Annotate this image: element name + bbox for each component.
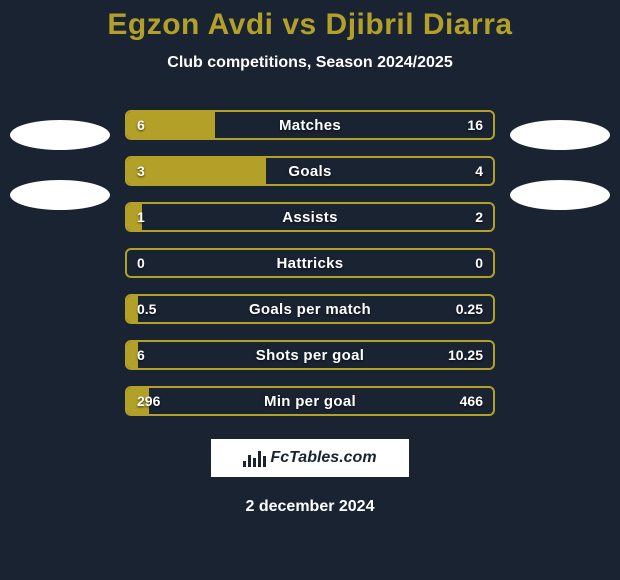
stat-label: Goals [127,158,493,184]
right-ellipse-group [510,120,610,210]
stat-label: Assists [127,204,493,230]
stat-row: 00Hattricks [125,248,495,278]
decorative-ellipse [10,120,110,150]
stat-row: 610.25Shots per goal [125,340,495,370]
stat-label: Shots per goal [127,342,493,368]
logo-box: FcTables.com [210,438,410,478]
stat-label: Hattricks [127,250,493,276]
stat-label: Goals per match [127,296,493,322]
page-title: Egzon Avdi vs Djibril Diarra [0,0,620,42]
stat-label: Matches [127,112,493,138]
bars-icon [243,449,266,467]
stat-row: 296466Min per goal [125,386,495,416]
decorative-ellipse [10,180,110,210]
date-line: 2 december 2024 [0,498,620,516]
page-subtitle: Club competitions, Season 2024/2025 [0,54,620,72]
stat-row: 0.50.25Goals per match [125,294,495,324]
left-ellipse-group [10,120,110,210]
stat-row: 34Goals [125,156,495,186]
decorative-ellipse [510,120,610,150]
decorative-ellipse [510,180,610,210]
stat-label: Min per goal [127,388,493,414]
stat-row: 616Matches [125,110,495,140]
logo-text: FcTables.com [270,449,376,467]
stat-rows: 616Matches 34Goals 12Assists 00Hattricks 0.5… [125,110,495,416]
stat-row: 12Assists [125,202,495,232]
